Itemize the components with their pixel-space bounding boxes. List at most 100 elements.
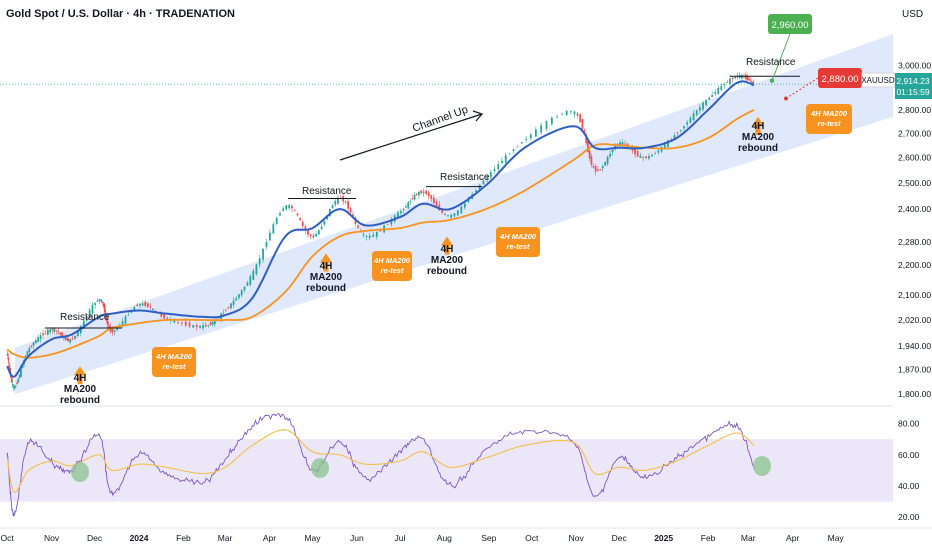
candle-body: [304, 226, 307, 231]
candle-body: [209, 322, 212, 325]
candle-body: [501, 160, 503, 164]
candle-body: [246, 282, 249, 286]
candle-body: [430, 195, 433, 199]
candle-body: [347, 201, 350, 209]
retest-callout: 4H MA200 re-test: [372, 251, 412, 281]
candle-body: [230, 303, 232, 309]
price-tick-label: 2,020.00: [898, 315, 931, 325]
candle-body: [34, 340, 37, 344]
candle-body: [645, 156, 647, 159]
candle-body: [96, 300, 99, 302]
candle-body: [634, 148, 636, 155]
candle-body: [269, 232, 271, 241]
candle-body: [534, 129, 537, 137]
candle-body: [402, 208, 405, 210]
candle-body: [46, 329, 49, 335]
rebound-arrow: [320, 253, 332, 272]
candle-body: [285, 205, 288, 210]
candle-body: [288, 205, 291, 209]
svg-text:rebound: rebound: [427, 266, 467, 277]
candle-body: [55, 330, 58, 331]
candle-body: [504, 155, 507, 163]
time-tick-label: 2025: [654, 533, 673, 543]
candle-body: [444, 214, 446, 215]
candle-body: [520, 142, 523, 144]
candle-body: [124, 316, 127, 324]
candle-body: [670, 139, 673, 140]
candle-body: [59, 332, 62, 335]
candle-body: [556, 116, 558, 118]
candle-body: [475, 190, 477, 193]
candle-body: [545, 121, 548, 129]
candle-body: [642, 157, 645, 158]
candle-body: [731, 78, 734, 79]
svg-text:MA200: MA200: [431, 255, 464, 266]
candle-body: [163, 313, 166, 319]
retest-callout: 4H MA200 re-test: [152, 347, 196, 377]
target-price-label: 2,960.00: [768, 14, 812, 34]
candle-body: [328, 208, 331, 216]
candle-body: [111, 328, 114, 333]
retest-callout: 4H MA200 re-test: [806, 104, 852, 134]
candle-body: [689, 117, 692, 123]
time-tick-label: Oct: [1, 533, 15, 543]
rebound-arrow: [441, 236, 453, 255]
price-tick-label: 3,000.00: [898, 60, 931, 70]
candle-body: [166, 318, 169, 319]
candle-body: [365, 235, 368, 237]
candle-body: [752, 81, 755, 85]
svg-text:4H: 4H: [441, 244, 454, 255]
candle-body: [243, 286, 246, 291]
rsi-line: [6, 413, 755, 517]
stop-price-label: 2,880.00: [818, 68, 862, 88]
candle-body: [301, 221, 304, 227]
candle-body: [255, 264, 258, 275]
candle-body: [16, 382, 18, 384]
candle-body: [7, 357, 10, 360]
price-tick-label: 2,200.00: [898, 260, 931, 270]
candle-body: [597, 169, 599, 171]
candlesticks: [6, 71, 755, 391]
svg-text:4H: 4H: [752, 121, 765, 132]
candle-body: [28, 348, 31, 352]
candle-body: [141, 303, 144, 306]
candle-body: [435, 201, 438, 207]
candle-body: [569, 111, 572, 113]
candle-body: [152, 308, 154, 310]
candle-body: [676, 132, 679, 134]
svg-text:4H MA200: 4H MA200: [373, 256, 411, 265]
candle-body: [599, 169, 602, 170]
rsi-support-marker: [311, 458, 329, 478]
candle-body: [748, 79, 751, 81]
candle-body: [26, 351, 29, 356]
candle-body: [667, 140, 669, 148]
svg-text:2,880.00: 2,880.00: [822, 74, 859, 85]
candle-body: [307, 229, 309, 235]
candle-body: [399, 211, 402, 214]
rebound-label: 4H MA200 rebound: [427, 244, 467, 277]
time-tick-label: Jul: [394, 533, 405, 543]
candle-body: [139, 303, 141, 306]
candle-body: [705, 99, 707, 105]
candle-body: [639, 155, 642, 158]
candle-body: [17, 379, 20, 383]
candle-body: [405, 206, 407, 208]
candle-body: [357, 225, 359, 228]
candle-body: [88, 309, 91, 319]
svg-text:4H MA200: 4H MA200: [499, 232, 537, 241]
candle-body: [61, 332, 63, 338]
candle-body: [344, 201, 347, 203]
candle-body: [726, 81, 729, 83]
candle-body: [467, 199, 470, 202]
candle-body: [372, 234, 375, 237]
svg-text:MA200: MA200: [64, 384, 97, 395]
svg-text:re-test: re-test: [507, 242, 530, 251]
candle-body: [456, 210, 459, 216]
candle-body: [331, 205, 334, 209]
candle-body: [108, 325, 110, 329]
time-tick-label: Feb: [701, 533, 716, 543]
ma50-line: [6, 80, 755, 378]
resistance-label: Resistance: [60, 312, 110, 323]
candle-body: [621, 142, 624, 145]
